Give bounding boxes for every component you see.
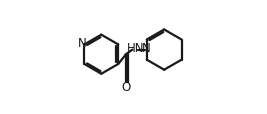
Text: O: O [121, 80, 131, 93]
Text: HN: HN [127, 42, 144, 55]
Text: N: N [142, 42, 151, 55]
Text: N: N [77, 37, 86, 50]
